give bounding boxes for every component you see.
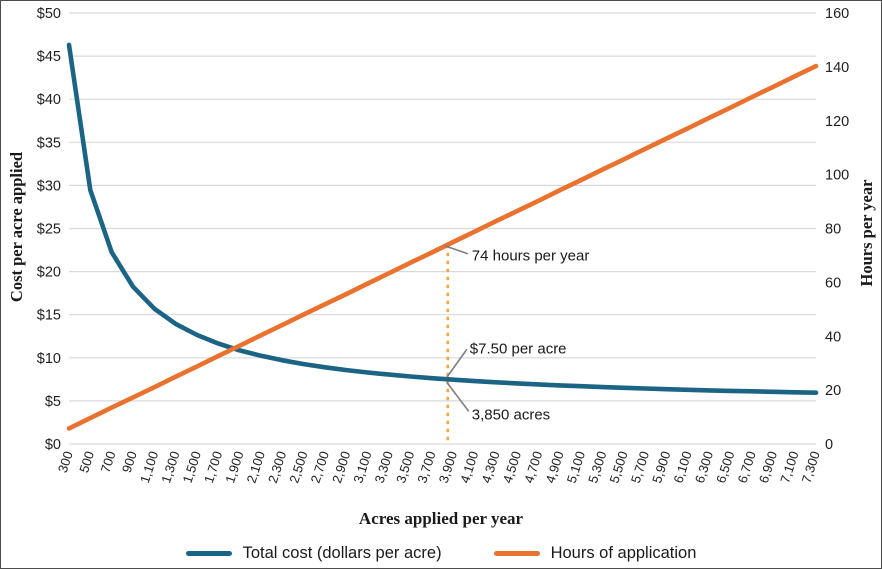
- left-tick-label: $5: [45, 394, 61, 410]
- legend-item-total-cost: Total cost (dollars per acre): [185, 544, 442, 563]
- legend-label-hours: Hours of application: [550, 544, 697, 562]
- annotation-text: 74 hours per year: [472, 248, 590, 265]
- right-tick-label: 100: [825, 168, 849, 184]
- annotation-text: $7.50 per acre: [470, 340, 567, 357]
- annotation-leader-line: [446, 381, 470, 412]
- total-cost-line-swatch: [185, 550, 232, 557]
- left-tick-label: $0: [45, 437, 61, 453]
- right-tick-label: 80: [825, 222, 841, 238]
- right-axis-ticks: 0 20 40 60 80 100 120 140 160: [825, 6, 849, 453]
- right-tick-label: 0: [825, 437, 833, 453]
- left-tick-label: $35: [37, 135, 61, 151]
- total-cost-line: [66, 42, 819, 396]
- x-tick-label: 7,300: [799, 449, 823, 485]
- right-tick-label: 40: [825, 329, 841, 345]
- left-axis-ticks: $0 $5 $10 $15 $20 $25 $30 $35 $40 $45 $50: [37, 6, 61, 453]
- legend-label-total-cost: Total cost (dollars per acre): [242, 544, 442, 562]
- annotation-text: 3,850 acres: [472, 406, 550, 423]
- x-axis-ticks: 300 500 700 9001,1001,3001,5001,7001,9002,1…: [55, 449, 823, 485]
- right-tick-label: 120: [825, 114, 849, 130]
- annotation-leader-line: [446, 348, 468, 378]
- legend-item-hours: Hours of application: [493, 544, 697, 563]
- right-tick-label: 20: [825, 383, 841, 399]
- right-axis-title: Hours per year: [857, 179, 876, 287]
- legend: Total cost (dollars per acre) Hours of a…: [1, 544, 881, 563]
- left-tick-label: $30: [37, 178, 61, 194]
- left-tick-label: $10: [37, 351, 61, 367]
- x-tick-label: 700: [98, 449, 119, 474]
- left-tick-label: $45: [37, 49, 61, 65]
- annotations: 74 hours per year $7.50 per acre 3,850 acr…: [444, 244, 590, 423]
- right-tick-label: 140: [825, 60, 849, 76]
- x-tick-label: 300: [55, 449, 76, 474]
- gridlines: [69, 12, 816, 445]
- left-tick-label: $25: [37, 222, 61, 238]
- left-axis-title: Cost per acre applied: [7, 151, 26, 303]
- right-tick-label: 160: [825, 6, 849, 22]
- x-tick-label: 900: [119, 449, 140, 474]
- annotation-leader-line: [444, 244, 469, 255]
- right-tick-label: 60: [825, 275, 841, 291]
- left-tick-label: $40: [37, 92, 61, 108]
- left-tick-label: $15: [37, 308, 61, 324]
- left-tick-label: $50: [37, 6, 61, 22]
- hours-line: [66, 63, 819, 431]
- left-tick-label: $20: [37, 265, 61, 281]
- x-tick-label: 500: [76, 449, 97, 474]
- x-axis-title: Acres applied per year: [358, 509, 524, 528]
- hours-line-swatch: [493, 550, 540, 557]
